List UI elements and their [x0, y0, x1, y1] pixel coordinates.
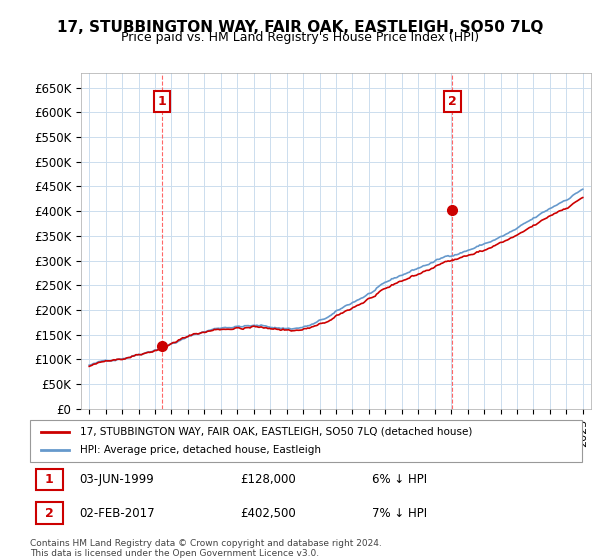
Text: 02-FEB-2017: 02-FEB-2017: [80, 507, 155, 520]
Text: 1: 1: [45, 473, 53, 486]
FancyBboxPatch shape: [30, 420, 582, 462]
Text: 2: 2: [45, 507, 53, 520]
Text: 6% ↓ HPI: 6% ↓ HPI: [372, 473, 427, 486]
Text: HPI: Average price, detached house, Eastleigh: HPI: Average price, detached house, East…: [80, 445, 320, 455]
Text: £128,000: £128,000: [240, 473, 296, 486]
Text: 17, STUBBINGTON WAY, FAIR OAK, EASTLEIGH, SO50 7LQ: 17, STUBBINGTON WAY, FAIR OAK, EASTLEIGH…: [57, 20, 543, 35]
Text: 03-JUN-1999: 03-JUN-1999: [80, 473, 154, 486]
Text: £402,500: £402,500: [240, 507, 296, 520]
FancyBboxPatch shape: [35, 502, 63, 524]
Text: 7% ↓ HPI: 7% ↓ HPI: [372, 507, 427, 520]
Text: 17, STUBBINGTON WAY, FAIR OAK, EASTLEIGH, SO50 7LQ (detached house): 17, STUBBINGTON WAY, FAIR OAK, EASTLEIGH…: [80, 427, 472, 437]
Text: Contains HM Land Registry data © Crown copyright and database right 2024.
This d: Contains HM Land Registry data © Crown c…: [30, 539, 382, 558]
Text: 1: 1: [158, 95, 166, 108]
Text: 2: 2: [448, 95, 457, 108]
FancyBboxPatch shape: [35, 469, 63, 491]
Text: Price paid vs. HM Land Registry's House Price Index (HPI): Price paid vs. HM Land Registry's House …: [121, 31, 479, 44]
